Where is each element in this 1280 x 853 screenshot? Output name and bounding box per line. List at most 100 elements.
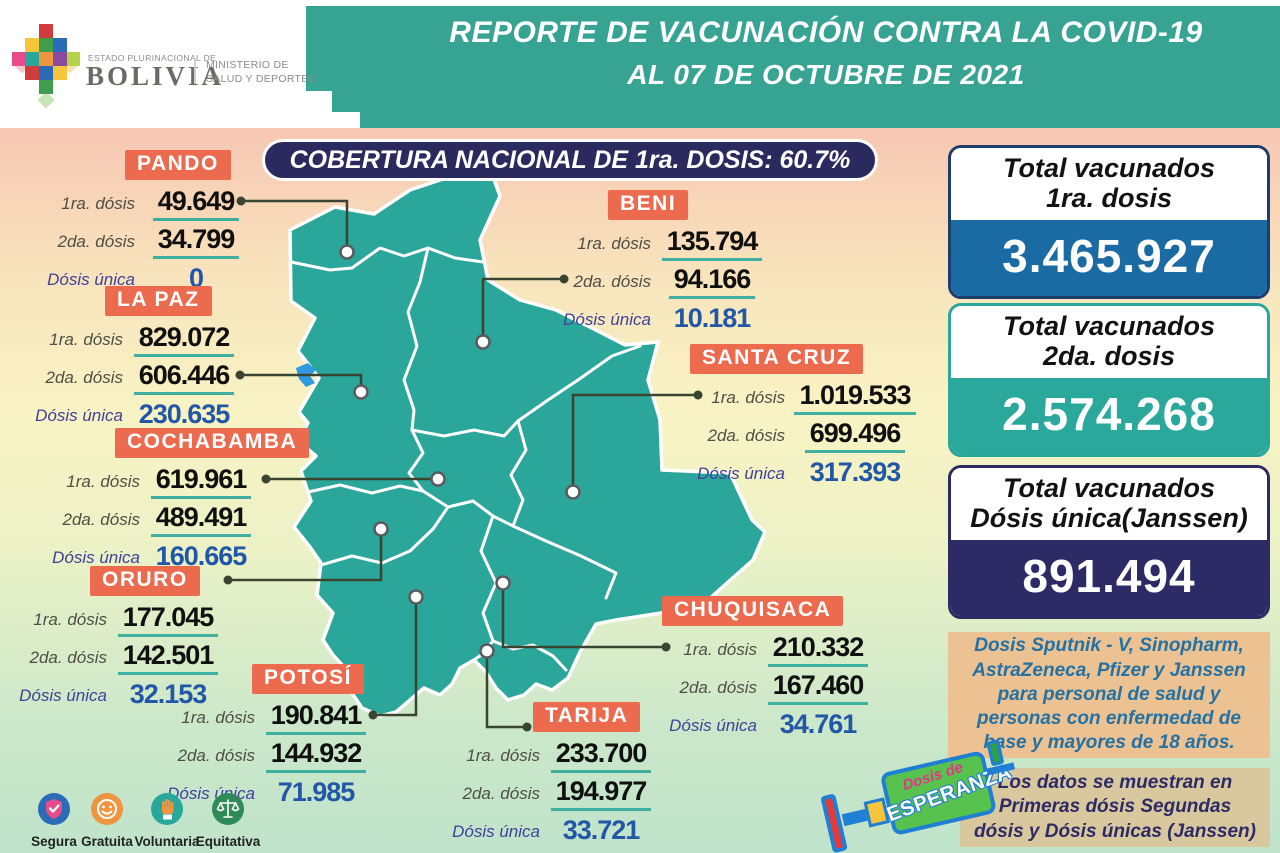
unique-label: Dósis única — [697, 464, 785, 483]
coverage-banner: COBERTURA NACIONAL DE 1ra. DOSIS: 60.7% — [262, 139, 878, 181]
title-line2: AL 07 DE OCTUBRE DE 2021 — [627, 59, 1025, 90]
dose1-label: 1ra. dósis — [683, 640, 757, 659]
total-card-first-dose: Total vacunados 1ra. dosis 3.465.927 — [948, 145, 1270, 300]
unique-value: 71.985 — [277, 777, 356, 807]
principle-label: Voluntaria — [134, 834, 200, 849]
dept-title: BENI — [608, 190, 689, 220]
dose1-value: 210.332 — [767, 633, 869, 667]
principle-segura: Segura — [21, 792, 87, 849]
dept-panel-oruro: ORURO 1ra. dósis 177.045 2da. dósis 142.50… — [12, 566, 224, 715]
unique-label: Dósis única — [35, 406, 123, 425]
dose1-value: 233.700 — [550, 739, 652, 773]
unique-value: 32.153 — [129, 679, 208, 709]
unique-label: Dósis única — [563, 310, 651, 329]
dose2-label: 2da. dósis — [62, 510, 141, 529]
total-card-value: 2.574.268 — [951, 378, 1267, 455]
smiley-icon — [91, 793, 123, 825]
dept-panel-beni: BENI 1ra. dósis 135.794 2da. dósis 94.166 … — [556, 190, 768, 339]
principle-label: Segura — [31, 834, 77, 849]
dose1-value: 177.045 — [117, 603, 219, 637]
bolivia-emblem-icon — [12, 24, 80, 108]
dept-title: CHUQUISACA — [662, 596, 844, 626]
dose1-value: 1.019.533 — [794, 381, 916, 415]
callout-connectors — [228, 199, 698, 729]
unique-value: 230.635 — [138, 399, 231, 429]
title-line1: REPORTE DE VACUNACIÓN CONTRA LA COVID-19 — [449, 16, 1203, 49]
vaccines-note: Dosis Sputnik - V, Sinopharm, AstraZenec… — [948, 632, 1270, 758]
raised-hand-icon — [151, 793, 183, 825]
dose1-value: 135.794 — [661, 227, 763, 261]
header-divider — [194, 58, 196, 84]
dept-title: TARIJA — [533, 702, 641, 732]
dose2-label: 2da. dósis — [462, 784, 541, 803]
total-card-title: Total vacunados Dósis única(Janssen) — [951, 468, 1267, 541]
dept-panel-chuquisaca: CHUQUISACA 1ra. dósis 210.332 2da. dósis 1… — [662, 596, 874, 745]
dose2-label: 2da. dósis — [45, 368, 124, 387]
total-card-value: 3.465.927 — [951, 220, 1267, 297]
total-card-title: Total vacunados 1ra. dosis — [951, 148, 1267, 221]
dose1-label: 1ra. dósis — [66, 472, 140, 491]
dept-title: PANDO — [125, 150, 231, 180]
dept-panel-potosi: POTOSÍ 1ra. dósis 190.841 2da. dósis 144.9… — [160, 664, 372, 813]
dose2-value: 34.799 — [152, 225, 240, 259]
dept-title: SANTA CRUZ — [690, 344, 864, 374]
dept-title: ORURO — [90, 566, 200, 596]
dept-marker-dots — [339, 244, 581, 659]
unique-value: 0 — [188, 263, 204, 293]
dose1-label: 1ra. dósis — [711, 388, 785, 407]
data-note: Los datos se muestran en Primeras dósis … — [960, 768, 1270, 847]
dose2-label: 2da. dósis — [707, 426, 786, 445]
principle-label: Gratuita — [81, 834, 133, 849]
dose2-value: 194.977 — [550, 777, 652, 811]
dept-panel-pando: PANDO 1ra. dósis 49.649 2da. dósis 34.799 … — [40, 150, 252, 299]
dose2-value: 144.932 — [265, 739, 367, 773]
dose1-label: 1ra. dósis — [466, 746, 540, 765]
callout-endpoint-dots — [223, 196, 703, 732]
unique-label: Dósis única — [47, 270, 135, 289]
dose2-value: 94.166 — [668, 265, 756, 299]
shield-check-icon — [38, 793, 70, 825]
dose2-value: 167.460 — [767, 671, 869, 705]
dose2-label: 2da. dósis — [573, 272, 652, 291]
unique-label: Dósis única — [19, 686, 107, 705]
total-card-second-dose: Total vacunados 2da. dosis 2.574.268 — [948, 303, 1270, 458]
dept-panel-cochabamba: COCHABAMBA 1ra. dósis 619.961 2da. dósis 4… — [45, 428, 310, 577]
dept-title: COCHABAMBA — [115, 428, 310, 458]
dose1-value: 619.961 — [150, 465, 252, 499]
scales-icon — [212, 793, 244, 825]
unique-label: Dósis única — [669, 716, 757, 735]
dose1-value: 190.841 — [265, 701, 367, 735]
dose1-value: 49.649 — [152, 187, 240, 221]
total-card-title: Total vacunados 2da. dosis — [951, 306, 1267, 379]
total-card-janssen: Total vacunados Dósis única(Janssen) 891… — [948, 465, 1270, 620]
unique-label: Dósis única — [452, 822, 540, 841]
principle-gratuita: Gratuita — [74, 792, 140, 849]
dose2-value: 142.501 — [117, 641, 219, 675]
dose2-value: 699.496 — [804, 419, 906, 453]
dose1-label: 1ra. dósis — [61, 194, 135, 213]
dose1-value: 829.072 — [133, 323, 235, 357]
dose2-value: 606.446 — [133, 361, 235, 395]
dose2-value: 489.491 — [150, 503, 252, 537]
principle-equitativa: Equitativa — [195, 792, 261, 849]
unique-value: 34.761 — [779, 709, 858, 739]
dose2-label: 2da. dósis — [29, 648, 108, 667]
country-label: BOLIVIA — [86, 61, 225, 91]
page-header: ESTADO PLURINACIONAL DE BOLIVIA MINISTER… — [0, 0, 1280, 128]
dose1-label: 1ra. dósis — [49, 330, 123, 349]
dept-title: POTOSÍ — [252, 664, 364, 694]
page-title: REPORTE DE VACUNACIÓN CONTRA LA COVID-19… — [380, 16, 1272, 91]
dose1-label: 1ra. dósis — [577, 234, 651, 253]
unique-value: 317.393 — [809, 457, 902, 487]
syringe-tip — [986, 739, 1005, 767]
unique-value: 160.665 — [155, 541, 248, 571]
total-card-value: 891.494 — [951, 540, 1267, 617]
dose2-label: 2da. dósis — [177, 746, 256, 765]
syringe-barrel: Dosis de ESPERANZA — [879, 749, 1015, 837]
dose1-label: 1ra. dósis — [181, 708, 255, 727]
unique-value: 33.721 — [562, 815, 641, 845]
dose2-label: 2da. dósis — [679, 678, 758, 697]
unique-value: 10.181 — [673, 303, 752, 333]
